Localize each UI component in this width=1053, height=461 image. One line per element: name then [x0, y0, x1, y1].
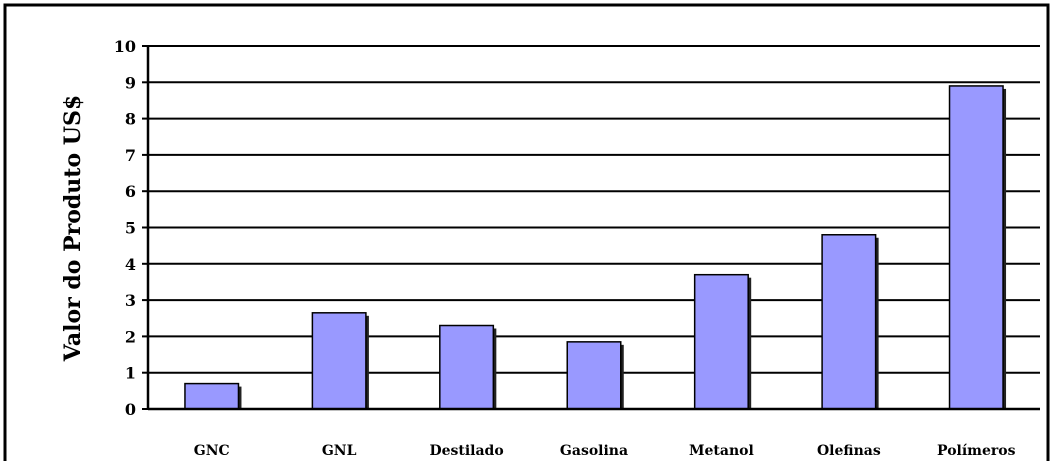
- x-category-label: Destilado: [429, 443, 503, 459]
- y-tick-label: 4: [125, 255, 136, 274]
- x-category-label: GNL: [322, 443, 357, 459]
- y-tick-label: 9: [125, 73, 136, 92]
- axes: [142, 45, 1040, 411]
- x-category-label: Gasolina: [560, 443, 628, 459]
- bar: [311, 312, 367, 410]
- y-axis-title: Valor do Produto US$: [60, 95, 86, 362]
- y-tick-label: 7: [125, 146, 136, 165]
- chart-frame: [3, 3, 1050, 461]
- y-tick-labels: 0 1 2 3 4 5 6 7 8 9 10: [114, 37, 136, 419]
- y-tick-label: 1: [125, 364, 136, 383]
- bars: [184, 85, 1007, 410]
- y-tick-label: 6: [125, 182, 136, 201]
- bar: [439, 324, 495, 410]
- x-category-label: Olefinas: [817, 443, 881, 459]
- gridlines: [148, 45, 1040, 374]
- y-tick-label: 0: [125, 400, 136, 419]
- x-category-label: Polímeros: [937, 443, 1016, 459]
- bar: [948, 85, 1004, 410]
- y-tick-label: 5: [125, 219, 136, 238]
- y-tick-label: 3: [125, 291, 136, 310]
- bar: [693, 273, 749, 410]
- y-tick-label: 8: [125, 110, 136, 129]
- x-category-label: Metanol: [689, 443, 754, 459]
- x-category-labels: GNC GNL Destilado Gasolina Metanol Olefinas Po…: [194, 443, 1016, 459]
- y-tick-label: 10: [114, 37, 136, 56]
- bar: [184, 382, 240, 410]
- bar: [566, 341, 622, 410]
- bar: [821, 234, 877, 410]
- x-category-label: GNC: [194, 443, 230, 459]
- y-tick-label: 2: [125, 327, 136, 346]
